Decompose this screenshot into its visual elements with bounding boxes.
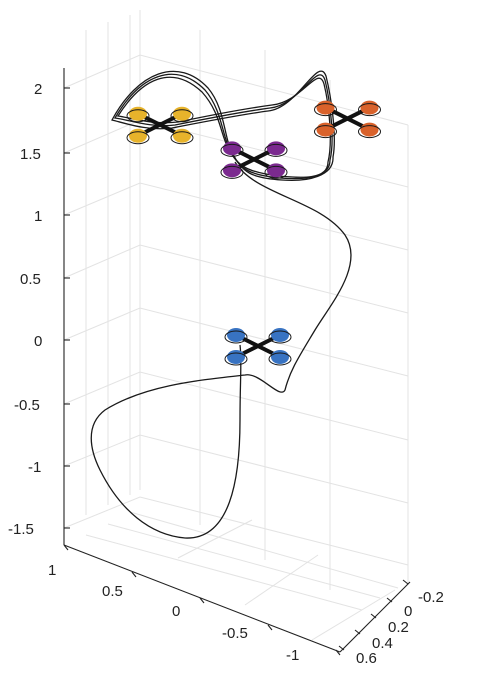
quadrotor-icon (126, 106, 194, 145)
z-tick-label: 1 (34, 208, 42, 225)
z-tick-label: 0.5 (20, 271, 41, 288)
y-tick-label: 0.2 (388, 619, 409, 636)
drone-rotor-ring (358, 103, 381, 117)
drone-rotor (173, 128, 191, 143)
z-tick-label: -1.5 (8, 521, 34, 538)
drone-rotor (227, 328, 245, 342)
drone-rotor (316, 122, 335, 137)
drone-rotor-ring (264, 143, 288, 157)
drone-rotor (271, 350, 289, 364)
drone-rotor-ring (220, 165, 244, 179)
z-tick-label: 1.5 (20, 146, 41, 163)
drone-rotor (267, 163, 285, 178)
drone-rotor (223, 163, 241, 178)
drone-rotor-ring (126, 131, 150, 145)
y-tick-label: 0 (404, 603, 412, 620)
drone-rotor-ring (268, 352, 292, 366)
x-tick-label: -0.5 (222, 625, 248, 642)
drone-rotor (223, 141, 241, 156)
z-axis: 2 1.5 1 0.5 0 -0.5 -1 -1.5 (8, 81, 70, 538)
y-axis: -0.2 0 0.2 0.4 0.6 (338, 579, 444, 667)
drone-rotor-ring (314, 103, 337, 117)
trajectory-line (116, 76, 331, 178)
drone-rotor (129, 128, 147, 143)
trajectory-line (90, 161, 352, 539)
drone-rotor-ring (264, 165, 288, 179)
drone-rotor (173, 106, 191, 121)
drone-rotor-ring (170, 109, 194, 123)
drone-rotor-ring (126, 109, 150, 123)
drone-rotor (129, 106, 147, 121)
y-tick-label: 0.6 (356, 650, 377, 667)
x-tick-label: 0 (172, 603, 180, 620)
drone-rotor (271, 328, 289, 342)
drone-rotor-ring (224, 352, 248, 366)
z-tick-label: -1 (28, 459, 41, 476)
z-tick-label: 2 (34, 81, 42, 98)
quadrotor-icon (220, 141, 288, 179)
drone-rotor (360, 122, 379, 137)
x-tick-label: -1 (286, 647, 299, 664)
drone-rotor (360, 100, 379, 115)
drone-rotor-ring (170, 131, 194, 145)
y-tick-label: 0.4 (372, 635, 393, 652)
drone-rotor-ring (224, 330, 248, 344)
x-axis: 1 0.5 0 -0.5 -1 (48, 544, 341, 664)
trajectory (90, 70, 352, 539)
drone-rotor (227, 350, 245, 364)
drone-rotor-ring (314, 125, 337, 139)
quadrotor-icon (314, 100, 381, 139)
trajectory-line (113, 73, 333, 180)
drone-rotor-ring (220, 143, 244, 157)
quadrotor-icon (224, 328, 292, 366)
trajectory-line (111, 70, 335, 182)
grid-lines (63, 10, 409, 641)
drone-rotor (267, 141, 285, 156)
x-tick-label: 1 (48, 562, 56, 579)
drone-rotor-ring (268, 330, 292, 344)
y-tick-label: -0.2 (418, 589, 444, 606)
drone-rotor (316, 100, 335, 115)
z-tick-label: -0.5 (14, 397, 40, 414)
z-tick-label: 0 (34, 333, 42, 350)
drones (126, 100, 381, 366)
x-tick-label: 0.5 (102, 583, 123, 600)
drone-rotor-ring (358, 125, 381, 139)
